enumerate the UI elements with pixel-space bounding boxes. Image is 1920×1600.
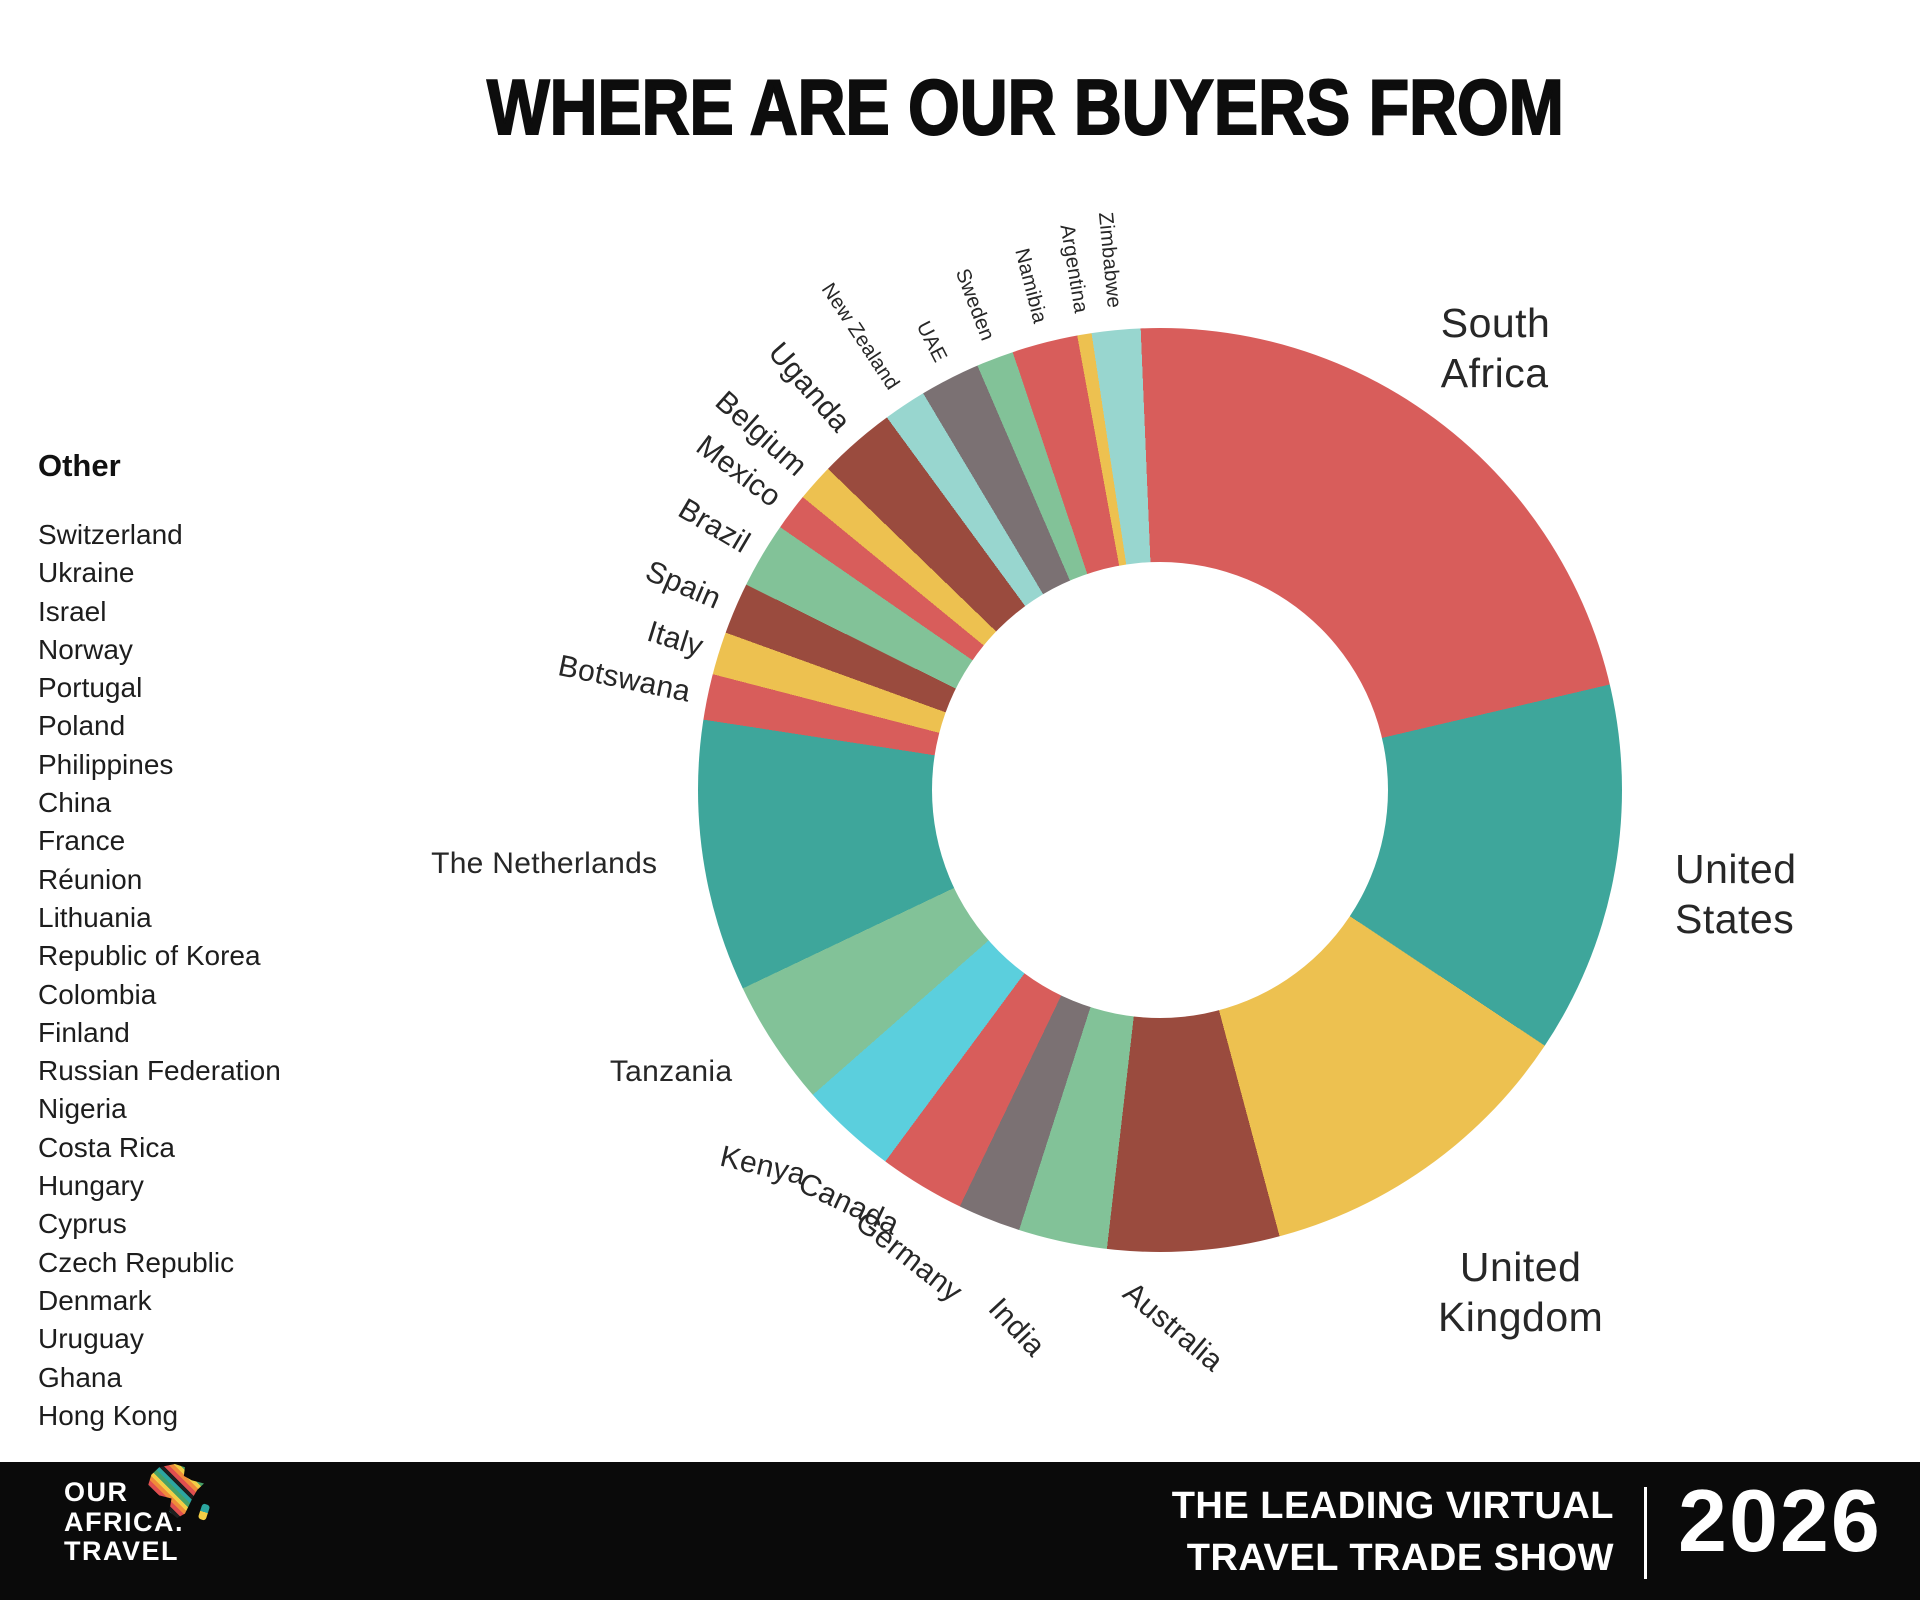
other-country: Poland — [38, 710, 126, 742]
africa-map-icon — [148, 1464, 212, 1522]
other-country: Hong Kong — [38, 1399, 179, 1431]
pie-label-kenya: Kenya — [716, 1140, 809, 1193]
other-country: Uruguay — [38, 1323, 144, 1355]
pie-label-south-africa: South Africa — [1440, 299, 1551, 396]
africa-shape — [148, 1464, 204, 1518]
pie-label-uae: UAE — [911, 317, 952, 366]
pie-label-tanzania: Tanzania — [609, 1054, 733, 1088]
pie-label-argentina: Argentina — [1055, 222, 1093, 315]
logo-line-2: AFRICA. — [64, 1506, 184, 1537]
pie-label-botswana: Botswana — [555, 649, 694, 709]
other-country: Russian Federation — [38, 1055, 281, 1087]
other-country: Hungary — [38, 1170, 144, 1202]
madagascar-shape — [197, 1503, 211, 1521]
pie-label-india: India — [981, 1291, 1052, 1363]
pie-label-spain: Spain — [640, 554, 726, 616]
pie-label-new-zealand: New Zealand — [816, 279, 904, 395]
tagline-line-1: THE LEADING VIRTUAL — [1171, 1485, 1614, 1527]
other-country: Philippines — [38, 748, 174, 780]
pie-label-namibia: Namibia — [1009, 246, 1052, 327]
other-country: Finland — [38, 1016, 130, 1048]
other-country: Switzerland — [38, 519, 183, 550]
footer-year: 2026 — [1678, 1471, 1882, 1570]
pie-label-australia: Australia — [1116, 1275, 1230, 1378]
pie-label-zimbabwe: Zimbabwe — [1093, 211, 1126, 310]
footer-tagline: THE LEADING VIRTUAL TRAVEL TRADE SHOW — [1172, 1480, 1614, 1584]
brand-logo-text: OUR AFRICA. TRAVEL — [64, 1477, 184, 1567]
page-title: WHERE ARE OUR BUYERS FROM — [486, 62, 1565, 152]
other-heading: Other — [38, 448, 121, 483]
other-country: Réunion — [38, 863, 143, 895]
footer-bar: OUR AFRICA. TRAVEL THE LEADING VIRTUAL T… — [0, 1462, 1920, 1600]
other-country: Israel — [38, 595, 107, 627]
other-country: Denmark — [38, 1284, 152, 1316]
other-country: China — [38, 787, 112, 819]
pie-label-united-kingdom: United Kingdom — [1437, 1243, 1604, 1340]
tagline-line-2: TRAVEL TRADE SHOW — [1186, 1537, 1614, 1579]
other-country: Czech Republic — [38, 1246, 235, 1278]
other-country: Nigeria — [38, 1093, 127, 1125]
other-country: Costa Rica — [38, 1131, 175, 1163]
other-countries-panel: Other Switzerland Ukraine Israel Norway Port… — [38, 448, 281, 1435]
logo-line-1: OUR — [64, 1477, 129, 1507]
logo-line-3: TRAVEL — [64, 1536, 179, 1566]
other-country: Portugal — [38, 672, 143, 704]
other-country: Ukraine — [38, 557, 135, 589]
other-country: Lithuania — [38, 901, 152, 933]
other-countries-list: Switzerland Ukraine Israel Norway Portugal Po… — [38, 516, 281, 1435]
donut-hole — [932, 562, 1388, 1018]
other-country: Cyprus — [38, 1208, 127, 1240]
other-country: France — [38, 825, 126, 857]
pie-label-brazil: Brazil — [672, 492, 756, 560]
other-country: Colombia — [38, 978, 157, 1010]
other-country: Norway — [38, 633, 133, 665]
pie-label-italy: Italy — [642, 614, 707, 664]
pie-label-sweden: Sweden — [950, 265, 999, 344]
other-country: Republic of Korea — [38, 940, 261, 972]
pie-label-united-states: United States — [1674, 845, 1797, 942]
pie-label-the-netherlands: The Netherlands — [431, 846, 658, 880]
footer-divider — [1644, 1487, 1647, 1579]
other-country: Ghana — [38, 1361, 123, 1393]
